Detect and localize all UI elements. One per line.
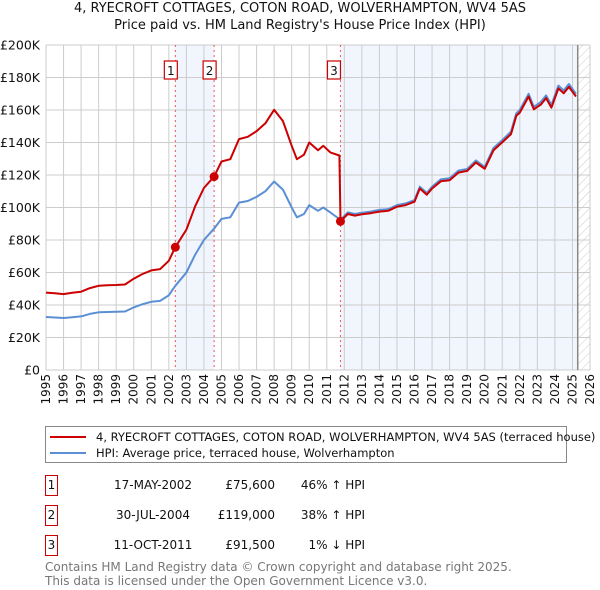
x-tick-label: 2006 bbox=[232, 374, 246, 405]
sale-price: £119,000 bbox=[217, 508, 275, 522]
footer-copyright: Contains HM Land Registry data © Crown c… bbox=[45, 560, 512, 574]
hpi-line bbox=[45, 83, 577, 319]
sale-date: 17-MAY-2002 bbox=[113, 478, 192, 492]
legend-item-hpi: HPI: Average price, terraced house, Wolv… bbox=[50, 445, 395, 461]
x-tick-label: 2008 bbox=[267, 374, 281, 405]
y-tick-label: £140K bbox=[0, 135, 41, 150]
y-tick-label: £20K bbox=[8, 330, 41, 345]
x-tick-label: 2023 bbox=[530, 374, 544, 405]
sale-marker-label: 1 bbox=[167, 64, 175, 78]
x-tick-label: 2019 bbox=[460, 374, 474, 405]
sale-marker-box bbox=[202, 60, 217, 80]
sale-date: 30-JUL-2004 bbox=[116, 508, 190, 522]
legend-item-property: 4, RYECROFT COTTAGES, COTON ROAD, WOLVER… bbox=[50, 429, 595, 445]
y-tick-label: £0 bbox=[24, 363, 40, 378]
sale-hpi-diff: 46% ↑ HPI bbox=[300, 478, 365, 492]
legend-label: HPI: Average price, terraced house, Wolv… bbox=[96, 446, 395, 460]
footer-licence: This data is licensed under the Open Gov… bbox=[45, 574, 428, 588]
sale-point bbox=[335, 216, 345, 226]
sale-marker-label: 2 bbox=[206, 64, 214, 78]
legend-swatch-blue bbox=[50, 452, 86, 454]
price-chart: 1995 1996 1997 1998 1999 2000 2001 2002 2003 2004… bbox=[0, 38, 597, 405]
x-tick-label: 2001 bbox=[144, 374, 158, 405]
sale-number: 3 bbox=[45, 535, 58, 556]
x-tick-label: 2020 bbox=[478, 374, 492, 405]
sale-point bbox=[170, 242, 180, 252]
y-tick-label: £40K bbox=[8, 298, 41, 313]
x-tick-label: 1996 bbox=[57, 374, 71, 405]
sale-number: 2 bbox=[45, 505, 58, 526]
chart-subtitle: Price paid vs. HM Land Registry's House … bbox=[114, 18, 486, 33]
x-tick-label: 2022 bbox=[513, 374, 527, 405]
x-tick-label: 2018 bbox=[443, 374, 457, 405]
legend-label: 4, RYECROFT COTTAGES, COTON ROAD, WOLVER… bbox=[96, 430, 596, 444]
sale-hpi-diff: 38% ↑ HPI bbox=[300, 508, 365, 522]
x-tick-label: 2010 bbox=[302, 374, 316, 405]
x-tick-label: 2012 bbox=[337, 374, 351, 405]
x-tick-label: 2004 bbox=[197, 374, 211, 405]
sale-hpi-diff: 1% ↓ HPI bbox=[308, 538, 365, 552]
y-tick-label: £180K bbox=[0, 70, 41, 85]
sale-marker-box bbox=[163, 60, 178, 80]
sale-price: £91,500 bbox=[225, 538, 275, 552]
x-tick-label: 2007 bbox=[250, 374, 264, 405]
price-paid-line bbox=[45, 85, 577, 296]
sale-row-2: 2 30-JUL-2004 £119,000 38% ↑ HPI bbox=[45, 505, 445, 527]
y-tick-label: £60K bbox=[8, 265, 41, 280]
x-tick-label: 2015 bbox=[390, 374, 404, 405]
x-tick-label: 2003 bbox=[179, 374, 193, 405]
sale-point bbox=[209, 172, 219, 182]
sale-row-3: 3 11-OCT-2011 £91,500 1% ↓ HPI bbox=[45, 535, 445, 557]
x-tick-label: 2002 bbox=[162, 374, 176, 405]
sale-marker-box bbox=[326, 60, 342, 80]
x-tick-label: 2000 bbox=[127, 374, 141, 405]
y-tick-label: £160K bbox=[0, 103, 41, 118]
x-tick-label: 1998 bbox=[92, 374, 106, 405]
sale-marker-label: 3 bbox=[330, 64, 338, 78]
sale-price: £75,600 bbox=[225, 478, 275, 492]
x-tick-label: 2011 bbox=[320, 374, 334, 405]
x-tick-label: 2013 bbox=[355, 374, 369, 405]
x-tick-label: 1995 bbox=[39, 374, 53, 405]
x-tick-label: 2009 bbox=[285, 374, 299, 405]
sale-number: 1 bbox=[45, 475, 58, 496]
y-tick-label: £80K bbox=[8, 233, 41, 248]
chart-title: 4, RYECROFT COTTAGES, COTON ROAD, WOLVER… bbox=[73, 1, 527, 16]
x-tick-label: 2017 bbox=[425, 374, 439, 405]
legend: 4, RYECROFT COTTAGES, COTON ROAD, WOLVER… bbox=[45, 426, 595, 463]
x-tick-label: 1997 bbox=[74, 374, 88, 405]
x-tick-label: 2026 bbox=[583, 374, 597, 405]
x-tick-label: 2016 bbox=[408, 374, 422, 405]
y-tick-label: £200K bbox=[0, 38, 41, 53]
legend-swatch-red bbox=[50, 436, 86, 438]
x-tick-label: 2014 bbox=[372, 374, 386, 405]
x-tick-label: 2005 bbox=[214, 374, 228, 405]
x-tick-label: 2025 bbox=[565, 374, 579, 405]
y-tick-label: £100K bbox=[0, 200, 41, 215]
y-tick-label: £120K bbox=[0, 168, 41, 183]
x-tick-label: 2024 bbox=[548, 374, 562, 405]
sale-row-1: 1 17-MAY-2002 £75,600 46% ↑ HPI bbox=[45, 475, 445, 497]
x-tick-label: 1999 bbox=[109, 374, 123, 405]
x-tick-label: 2021 bbox=[495, 374, 509, 405]
sale-date: 11-OCT-2011 bbox=[113, 538, 193, 552]
